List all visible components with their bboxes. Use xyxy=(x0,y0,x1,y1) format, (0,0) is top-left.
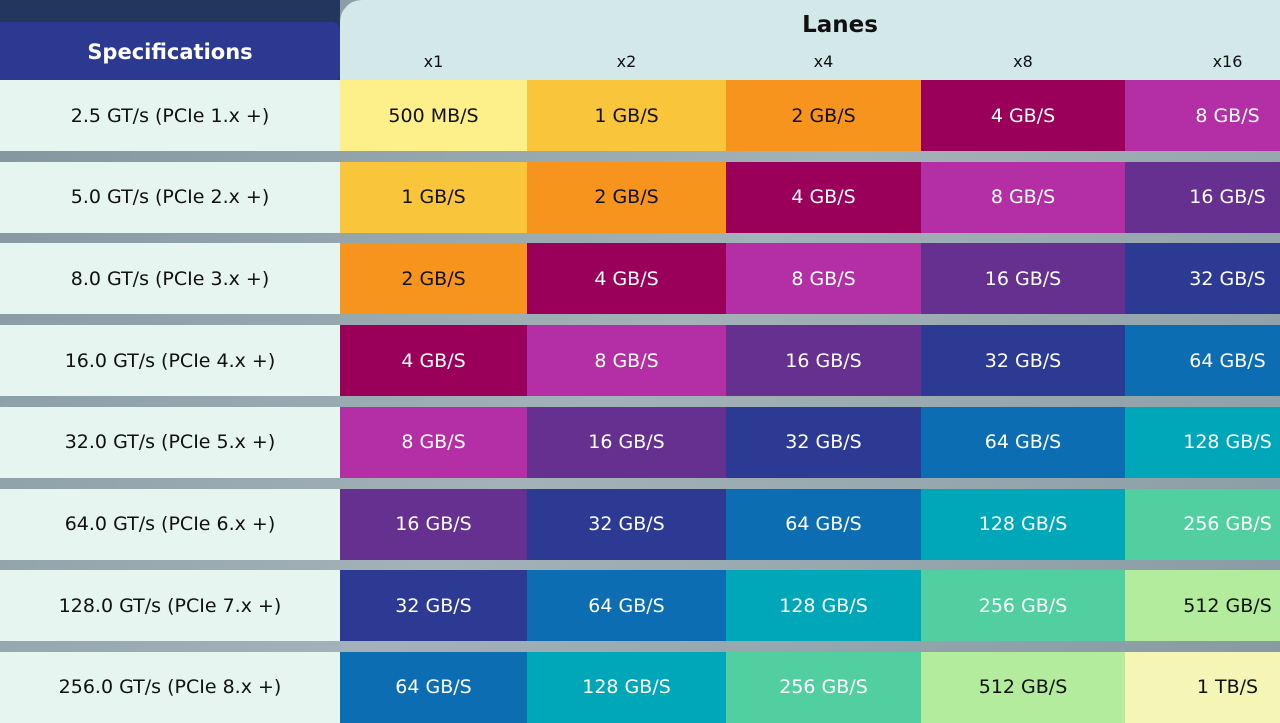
bandwidth-cell: 32 GB/S xyxy=(527,488,726,560)
bandwidth-cell: 512 GB/S xyxy=(1125,570,1280,642)
bandwidth-cell: 8 GB/S xyxy=(1125,80,1280,151)
bandwidth-cell: 32 GB/S xyxy=(921,325,1125,397)
bandwidth-cell: 2 GB/S xyxy=(340,243,527,315)
bandwidth-cell: 512 GB/S xyxy=(921,651,1125,723)
bandwidth-cell: 64 GB/S xyxy=(1125,325,1280,397)
bandwidth-cell: 500 MB/S xyxy=(340,80,527,151)
lanes-band xyxy=(340,0,1280,80)
bandwidth-cell: 128 GB/S xyxy=(1125,406,1280,478)
column-header: x16 xyxy=(1212,51,1243,71)
bandwidth-cell: 256 GB/S xyxy=(1125,488,1280,560)
bandwidth-cell: 4 GB/S xyxy=(921,80,1125,151)
bandwidth-cell: 1 GB/S xyxy=(340,161,527,233)
bandwidth-cell: 1 GB/S xyxy=(527,80,726,151)
bandwidth-cell: 128 GB/S xyxy=(726,570,921,642)
bandwidth-cell: 128 GB/S xyxy=(527,651,726,723)
spec-label: 64.0 GT/s (PCIe 6.x +) xyxy=(0,488,340,560)
lanes-title: Lanes xyxy=(802,12,878,38)
bandwidth-cell: 16 GB/S xyxy=(726,325,921,397)
bandwidth-cell: 2 GB/S xyxy=(527,161,726,233)
bandwidth-cell: 4 GB/S xyxy=(726,161,921,233)
column-header: x4 xyxy=(813,51,834,71)
bandwidth-cell: 16 GB/S xyxy=(921,243,1125,315)
spec-header: Specifications xyxy=(0,22,340,82)
bandwidth-cell: 16 GB/S xyxy=(527,406,726,478)
bandwidth-cell: 64 GB/S xyxy=(921,406,1125,478)
bandwidth-cell: 32 GB/S xyxy=(1125,243,1280,315)
bandwidth-cell: 256 GB/S xyxy=(726,651,921,723)
spec-label: 5.0 GT/s (PCIe 2.x +) xyxy=(0,161,340,233)
column-header: x2 xyxy=(616,51,637,71)
bandwidth-cell: 8 GB/S xyxy=(340,406,527,478)
bandwidth-cell: 32 GB/S xyxy=(726,406,921,478)
column-header: x8 xyxy=(1013,51,1033,71)
spec-label: 8.0 GT/s (PCIe 3.x +) xyxy=(0,243,340,315)
bandwidth-cell: 64 GB/S xyxy=(726,488,921,560)
bandwidth-cell: 64 GB/S xyxy=(527,570,726,642)
bandwidth-cell: 16 GB/S xyxy=(1125,161,1280,233)
bandwidth-cell: 2 GB/S xyxy=(726,80,921,151)
bandwidth-cell: 8 GB/S xyxy=(921,161,1125,233)
column-header: x1 xyxy=(423,51,444,71)
bandwidth-cell: 4 GB/S xyxy=(340,325,527,397)
bandwidth-cell: 16 GB/S xyxy=(340,488,527,560)
spec-label: 2.5 GT/s (PCIe 1.x +) xyxy=(0,80,340,151)
bandwidth-cell: 128 GB/S xyxy=(921,488,1125,560)
bandwidth-cell: 32 GB/S xyxy=(340,570,527,642)
spec-label: 256.0 GT/s (PCIe 8.x +) xyxy=(0,651,340,723)
spec-label: 16.0 GT/s (PCIe 4.x +) xyxy=(0,325,340,397)
spec-label: 32.0 GT/s (PCIe 5.x +) xyxy=(0,406,340,478)
bandwidth-cell: 8 GB/S xyxy=(726,243,921,315)
bandwidth-cell: 4 GB/S xyxy=(527,243,726,315)
spec-label: 128.0 GT/s (PCIe 7.x +) xyxy=(0,570,340,642)
bandwidth-cell: 64 GB/S xyxy=(340,651,527,723)
bandwidth-cell: 8 GB/S xyxy=(527,325,726,397)
bandwidth-cell: 256 GB/S xyxy=(921,570,1125,642)
bandwidth-cell: 1 TB/S xyxy=(1125,651,1280,723)
